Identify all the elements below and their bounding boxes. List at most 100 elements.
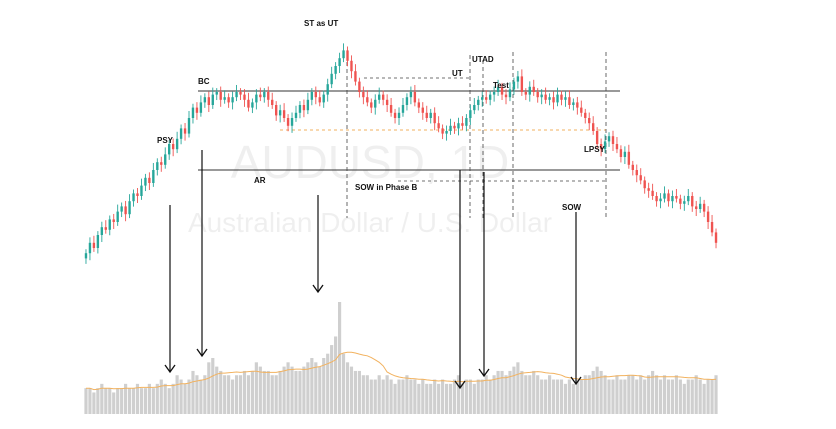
- candle-body: [239, 92, 242, 95]
- arrow-head-0: [164, 364, 176, 374]
- volume-bar: [405, 375, 409, 414]
- arrow-head-4: [478, 368, 490, 378]
- candle-body: [536, 92, 539, 98]
- candle-body: [183, 128, 187, 134]
- volume-bar: [167, 388, 171, 414]
- volume-bar: [512, 366, 516, 414]
- label-utad: UTAD: [472, 55, 494, 64]
- candle-body: [366, 97, 369, 103]
- candle-body: [675, 196, 678, 199]
- candle-body: [350, 60, 353, 72]
- candle-body: [92, 242, 96, 248]
- volume-bar: [231, 379, 235, 414]
- candle-body: [374, 99, 377, 108]
- candle-body: [282, 110, 286, 118]
- volume-bar: [127, 388, 132, 414]
- candle-body: [294, 112, 298, 118]
- volume-bar: [357, 370, 361, 414]
- volume-bar: [544, 379, 548, 414]
- volume-bar: [227, 375, 231, 414]
- candle-body: [160, 162, 163, 165]
- volume-bar: [246, 375, 251, 414]
- candle-body: [302, 105, 306, 111]
- candle-body: [695, 206, 698, 209]
- candle-body: [706, 211, 710, 222]
- candle-body: [267, 92, 270, 100]
- candle-body: [132, 193, 135, 202]
- candle-body: [433, 112, 436, 124]
- watermark-name: Australian Dollar / U.S. Dollar: [188, 207, 552, 238]
- volume-bar: [631, 375, 635, 414]
- candle-body: [580, 107, 583, 113]
- volume-bar: [627, 375, 631, 414]
- candle-body: [437, 123, 440, 129]
- volume-bar: [540, 379, 544, 414]
- volume-bar: [623, 379, 627, 414]
- candle-body: [104, 227, 107, 230]
- candle-body: [425, 112, 428, 118]
- candle-body: [496, 86, 500, 92]
- volume-bar: [290, 366, 294, 414]
- volume-bar: [508, 370, 512, 414]
- candle-body: [211, 94, 214, 105]
- volume-bar: [139, 388, 144, 414]
- candle-body: [659, 198, 662, 202]
- candle-body: [326, 84, 329, 95]
- volume-bar: [567, 379, 571, 414]
- candle-body: [191, 107, 195, 118]
- candle-body: [429, 112, 432, 118]
- volume-bar: [520, 370, 524, 414]
- candle-body: [405, 97, 409, 105]
- candle-body: [370, 102, 373, 108]
- candle-body: [667, 193, 670, 202]
- volume-bar: [452, 379, 457, 414]
- candle-body: [314, 92, 317, 98]
- volume-bar: [607, 379, 611, 414]
- volume-bar: [191, 370, 195, 414]
- candle-body: [322, 94, 325, 103]
- volume-bar: [480, 379, 484, 414]
- candle-body: [259, 94, 262, 98]
- volume-bar: [496, 370, 500, 414]
- candle-body: [679, 198, 682, 204]
- volume-bar: [151, 388, 155, 414]
- arrows-layer: [164, 150, 582, 390]
- volume-bar: [341, 353, 346, 414]
- candle-body: [144, 177, 147, 186]
- volume-bar: [234, 375, 239, 414]
- volume-bar: [250, 370, 254, 414]
- volume-bar: [377, 375, 381, 414]
- volume-bar: [104, 388, 108, 414]
- volume-bar: [484, 375, 488, 414]
- candle-body: [655, 196, 658, 202]
- volume-bar: [337, 302, 342, 414]
- candle-body: [338, 58, 341, 66]
- candle-body: [278, 110, 282, 116]
- range-lines-layer: [198, 52, 620, 218]
- volume-bar: [310, 358, 314, 414]
- candle-body: [385, 99, 389, 105]
- volume-bar: [651, 370, 655, 414]
- candle-body: [100, 227, 104, 235]
- volume-bar: [488, 379, 492, 414]
- candle-body: [152, 170, 155, 183]
- candle-body: [540, 94, 543, 98]
- volume-bar: [159, 379, 163, 414]
- volume-bar: [686, 379, 690, 414]
- candle-body: [595, 131, 599, 144]
- candle-body: [623, 151, 627, 157]
- candle-body: [381, 94, 385, 100]
- label-st-as-ut: ST as UT: [304, 19, 338, 28]
- volume-bar: [238, 375, 243, 414]
- volume-bar: [330, 345, 334, 414]
- candle-body: [413, 92, 417, 103]
- volume-bar: [551, 379, 556, 414]
- candle-body: [691, 196, 694, 207]
- candle-body: [354, 71, 357, 82]
- volume-bar: [674, 375, 678, 414]
- volume-bar: [147, 383, 151, 414]
- volume-bar: [401, 379, 405, 414]
- volume-bar: [242, 370, 247, 414]
- volume-bar: [369, 379, 373, 414]
